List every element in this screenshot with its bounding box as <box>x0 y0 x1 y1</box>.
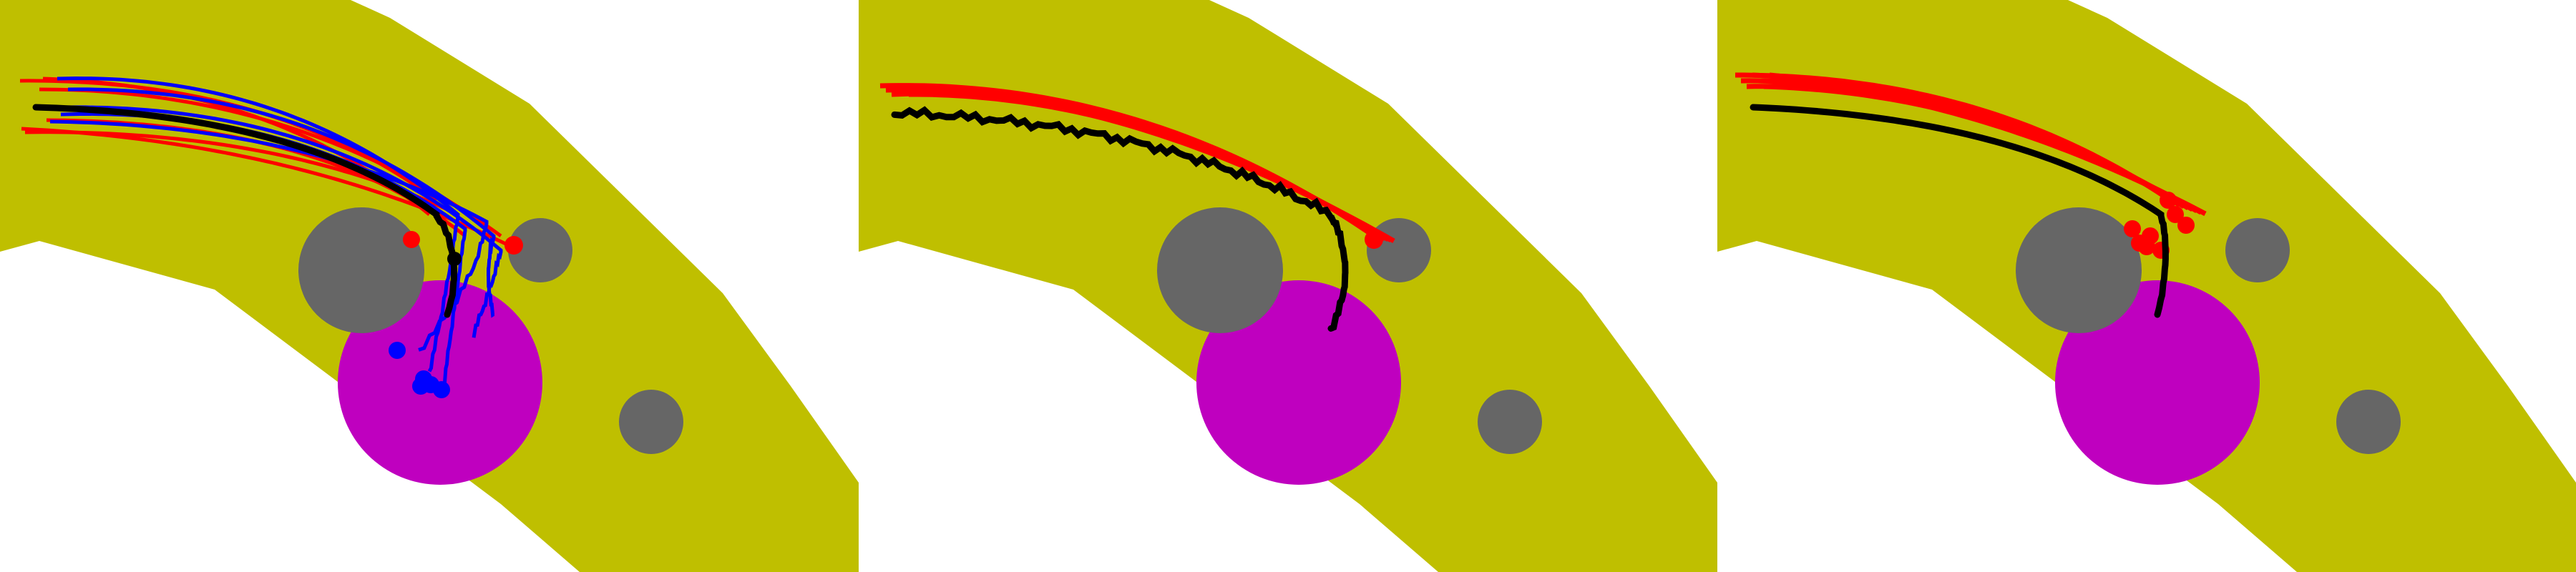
panel-middle <box>859 0 1717 572</box>
red-endpoint <box>2160 192 2177 209</box>
goal-region <box>2055 280 2260 485</box>
red-endpoint <box>2167 206 2184 223</box>
obstacle-large <box>1157 207 1283 333</box>
reference-path <box>32 104 458 318</box>
blue-endpoint <box>389 342 406 359</box>
red-sample-path <box>919 87 1395 244</box>
obstacle-large <box>2016 207 2142 333</box>
reference-path <box>891 106 1349 332</box>
red-endpoint <box>2138 238 2155 255</box>
red-endpoint <box>1365 230 1383 249</box>
obstacle-small-bottom <box>619 390 683 454</box>
panel-right <box>1717 0 2576 572</box>
blue-endpoint <box>412 378 429 395</box>
red-endpoint <box>2177 217 2195 234</box>
red-endpoint <box>403 231 420 248</box>
obstacle-small-top <box>508 218 572 282</box>
blue-endpoint <box>433 381 450 398</box>
blue-sample-path <box>49 119 489 352</box>
reference-path <box>1750 104 2169 318</box>
blue-sample-path <box>64 105 503 338</box>
red-endpoint <box>2124 220 2141 237</box>
blue-sample-path <box>67 87 496 318</box>
obstacle-small-bottom <box>1478 390 1542 454</box>
blue-sample-path <box>57 76 460 373</box>
obstacle-small-top <box>2225 218 2290 282</box>
reference-marker <box>447 252 462 266</box>
obstacle-small-top <box>1367 218 1431 282</box>
goal-region <box>1196 280 1401 485</box>
red-endpoint <box>504 236 523 255</box>
red-sample-path <box>1775 78 2207 217</box>
obstacle-small-bottom <box>2336 390 2401 454</box>
panel-left <box>0 0 859 572</box>
obstacle-large <box>298 207 424 333</box>
